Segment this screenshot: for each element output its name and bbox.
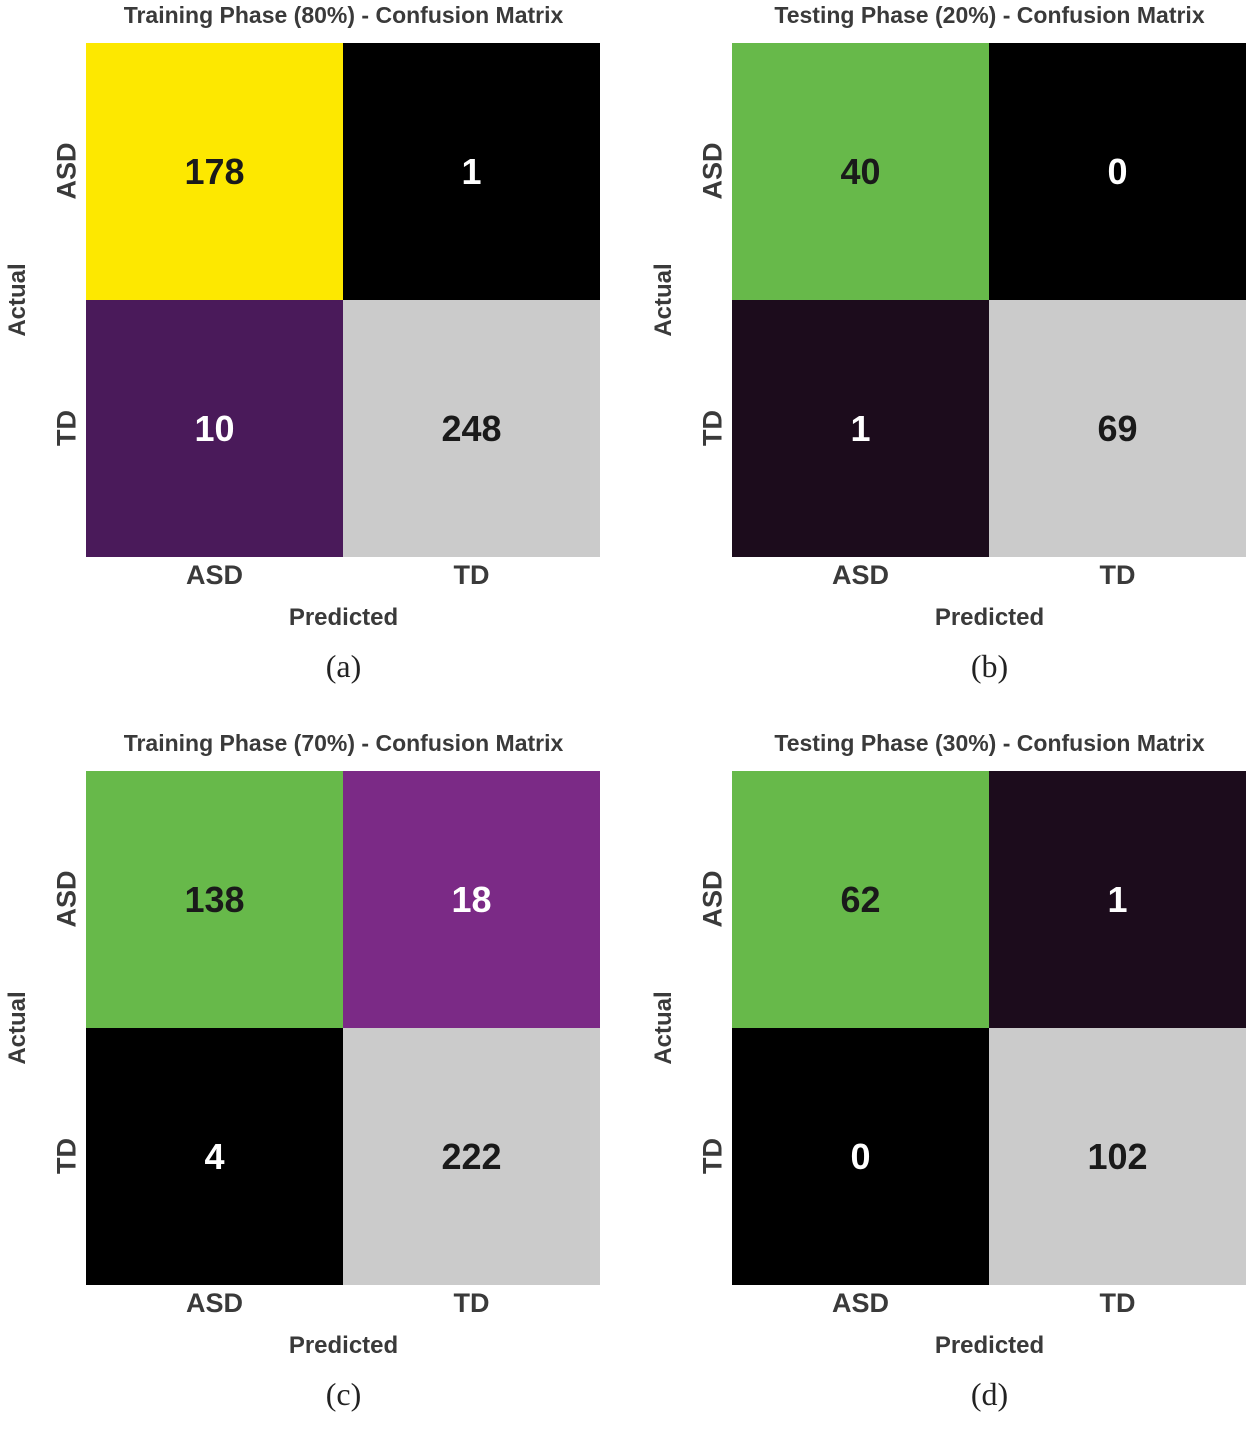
x-axis-label: Predicted: [288, 1332, 399, 1359]
panel-caption: (c): [325, 1376, 362, 1412]
matrix-cell-asd-asd: 138: [86, 771, 343, 1028]
matrix-cell-asd-asd: 178: [86, 43, 343, 300]
x-tick-label: ASD: [185, 1288, 243, 1318]
matrix-cell-td-td: 69: [989, 300, 1246, 557]
confusion-matrix-panel-c: Training Phase (70%) - Confusion Matrix …: [0, 728, 625, 1438]
panel-caption: (d): [970, 1376, 1009, 1412]
matrix-cell-td-asd: 10: [86, 300, 343, 557]
matrix-cell-td-td: 102: [989, 1028, 1246, 1285]
matrix-grid: 178 1 10 248: [86, 43, 601, 557]
x-tick-label: ASD: [185, 560, 243, 590]
chart-title: Training Phase (70%) - Confusion Matrix: [123, 730, 564, 756]
matrix-cell-td-td: 248: [343, 300, 600, 557]
matrix-cell-asd-asd: 62: [732, 771, 989, 1028]
x-tick-label: TD: [1099, 560, 1136, 590]
x-axis-label: Predicted: [934, 604, 1045, 631]
confusion-matrix-panel-b: Testing Phase (20%) - Confusion Matrix 4…: [646, 0, 1250, 710]
matrix-cell-td-asd: 4: [86, 1028, 343, 1285]
chart-title: Testing Phase (20%) - Confusion Matrix: [774, 2, 1205, 28]
x-axis-label: Predicted: [288, 604, 399, 631]
x-tick-label: TD: [453, 560, 490, 590]
confusion-matrix-panel-a: Training Phase (80%) - Confusion Matrix …: [0, 0, 625, 710]
matrix-cell-asd-asd: 40: [732, 43, 989, 300]
x-tick-label: ASD: [831, 560, 889, 590]
chart-title: Testing Phase (30%) - Confusion Matrix: [774, 730, 1205, 756]
x-axis-label: Predicted: [934, 1332, 1045, 1359]
x-tick-label: TD: [453, 1288, 490, 1318]
matrix-cell-td-asd: 1: [732, 300, 989, 557]
x-tick-label: TD: [1099, 1288, 1136, 1318]
panel-caption: (b): [970, 648, 1009, 684]
matrix-cell-td-td: 222: [343, 1028, 600, 1285]
matrix-cell-td-asd: 0: [732, 1028, 989, 1285]
panel-caption: (a): [325, 648, 362, 684]
matrix-grid: 138 18 4 222: [86, 771, 601, 1285]
matrix-cell-asd-td: 18: [343, 771, 600, 1028]
matrix-grid: 40 0 1 69: [732, 43, 1247, 557]
matrix-cell-asd-td: 1: [343, 43, 600, 300]
matrix-cell-asd-td: 0: [989, 43, 1246, 300]
chart-title: Training Phase (80%) - Confusion Matrix: [123, 2, 564, 28]
matrix-cell-asd-td: 1: [989, 771, 1246, 1028]
matrix-grid: 62 1 0 102: [732, 771, 1247, 1285]
confusion-matrix-panel-d: Testing Phase (30%) - Confusion Matrix 6…: [646, 728, 1250, 1438]
x-tick-label: ASD: [831, 1288, 889, 1318]
